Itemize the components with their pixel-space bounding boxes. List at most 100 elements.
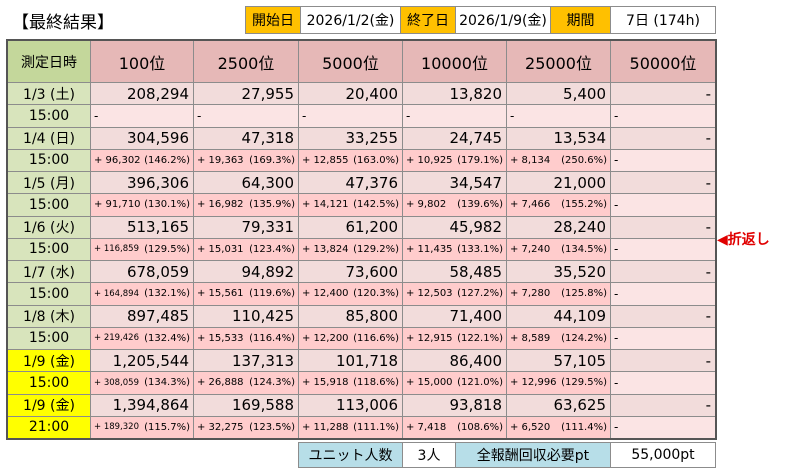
diff-percent: (129.2%) [353,243,399,255]
units: 3人 [402,442,456,468]
diff-percent: (129.5%) [561,377,607,389]
title: 【最終結果】 [12,12,114,33]
diff-percent: (146.2%) [144,154,190,166]
value-cell: 28,240 [506,215,611,239]
diff-value: - [302,108,307,123]
diff-percent: (121.0%) [457,377,503,389]
diff-percent: (111.4%) [561,421,607,433]
diff-value: + 164,894 [94,288,139,299]
diff-percent: (163.0%) [353,154,399,166]
diff-cell: + 12,855 (163.0%) [298,148,403,172]
diff-percent: (250.6%) [561,154,607,166]
diff-value: + 15,533 [197,332,244,344]
value-cell: 21,000 [506,171,611,195]
value-cell: 101,718 [298,349,403,373]
diff-percent: (124.3%) [249,377,295,389]
value-cell: 58,485 [402,260,507,284]
rank-header: 50000位 [610,40,716,83]
value-cell: 1,205,544 [90,349,194,373]
start-date: 2026/1/2(金) [300,6,401,34]
diff-value: + 12,200 [302,332,349,344]
diff-percent: (125.8%) [561,288,607,300]
diff-percent: (134.3%) [144,377,190,389]
diff-value: + 14,121 [302,199,349,211]
diff-percent: (142.5%) [353,199,399,211]
diff-percent: (123.5%) [249,421,295,433]
diff-value: + 116,859 [94,244,139,255]
diff-value: + 12,996 [510,377,557,389]
diff-value: - [614,331,619,346]
value-cell: 137,313 [193,349,299,373]
diff-value: + 189,320 [94,422,139,433]
diff-value: + 15,031 [197,243,244,255]
diff-percent: (133.1%) [457,243,503,255]
diff-percent: (118.6%) [353,377,399,389]
diff-value: - [614,108,619,123]
diff-percent: (169.3%) [249,154,295,166]
diff-value: - [510,108,515,123]
diff-value: - [614,420,619,435]
diff-value: - [406,108,411,123]
diff-value: + 12,855 [302,154,349,166]
diff-percent: (139.6%) [457,199,503,211]
diff-percent: (122.1%) [457,332,503,344]
diff-cell: + 11,288 (111.1%) [298,415,403,439]
diff-percent: (135.9%) [249,199,295,211]
diff-percent: (123.4%) [249,243,295,255]
required-label: 全報酬回収必要pt [455,442,611,468]
diff-value: + 11,435 [406,243,453,255]
diff-value: + 12,400 [302,288,349,300]
diff-value: + 7,280 [510,288,551,300]
value-cell: 63,625 [506,393,611,417]
diff-value: - [614,286,619,301]
value-cell: 47,318 [193,126,299,150]
end-date: 2026/1/9(金) [455,6,551,34]
end-label: 終了日 [400,6,456,34]
diff-percent: (124.2%) [561,332,607,344]
diff-percent: (127.2%) [457,288,503,300]
value-cell: 678,059 [90,260,194,284]
diff-cell: + 13,824 (129.2%) [298,237,403,261]
time-cell: 15:00 [7,282,91,306]
diff-value: + 8,589 [510,332,551,344]
rank-header: 2500位 [193,40,299,83]
diff-percent: (130.1%) [144,199,190,211]
rank-header: 25000位 [506,40,611,83]
units-label: ユニット人数 [298,442,403,468]
diff-percent: (108.6%) [457,421,503,433]
diff-value: + 7,466 [510,199,551,211]
required: 55,000pt [610,442,716,468]
diff-percent: (129.5%) [144,243,190,255]
diff-value: + 91,710 [94,199,141,211]
diff-value: + 15,561 [197,288,244,300]
diff-value: + 96,302 [94,154,141,166]
value-cell: 396,306 [90,171,194,195]
diff-percent: (179.1%) [457,154,503,166]
value-cell: 79,331 [193,215,299,239]
diff-value: + 308,059 [94,377,139,388]
diff-percent: (132.4%) [144,332,190,344]
diff-value: + 16,982 [197,199,244,211]
diff-value: + 12,915 [406,332,453,344]
diff-percent: (115.7%) [144,421,190,433]
diff-value: + 7,418 [406,421,447,433]
diff-value: + 8,134 [510,154,551,166]
diff-value: - [614,197,619,212]
value-cell: 35,520 [506,260,611,284]
diff-value: + 10,925 [406,154,453,166]
diff-value: + 11,288 [302,421,349,433]
rank-header: 10000位 [402,40,507,83]
time-header: 測定日時 [7,40,91,83]
date-cell: 1/6 (火) [7,215,91,239]
diff-value: + 12,503 [406,288,453,300]
diff-value: + 15,000 [406,377,453,389]
diff-value: - [614,153,619,168]
diff-value: + 6,520 [510,421,551,433]
diff-percent: (111.1%) [353,421,399,433]
turnaround-note: ◀折返し [717,231,770,248]
value-cell: 20,400 [298,82,403,106]
diff-percent: (155.2%) [561,199,607,211]
diff-percent: (132.1%) [144,288,190,300]
diff-percent: (120.3%) [353,288,399,300]
